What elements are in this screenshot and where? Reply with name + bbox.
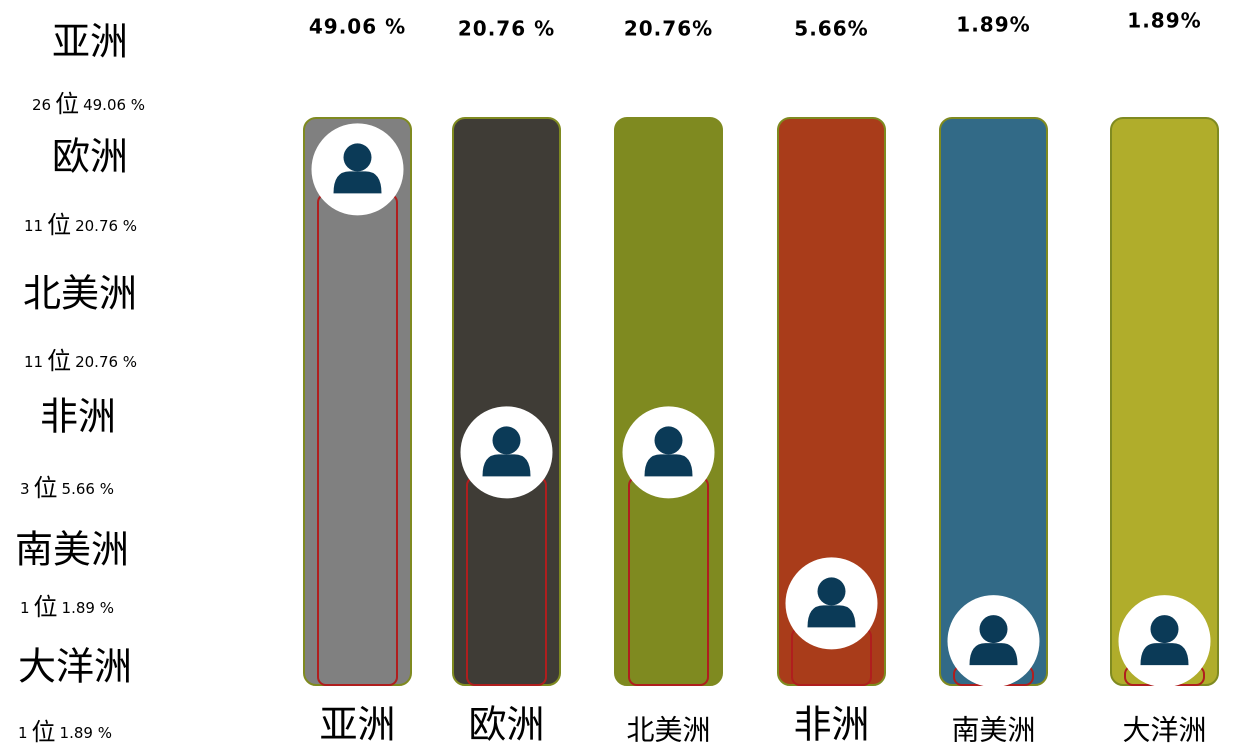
legend-detail: 11 位 20.76 % (24, 347, 137, 375)
legend-percent: 1.89 % (60, 724, 112, 742)
icon-head (817, 577, 846, 606)
legend-count: 1 (18, 724, 28, 742)
legend-unit: 位 (47, 347, 71, 375)
legend-percent: 49.06 % (83, 96, 145, 114)
person-icon (785, 557, 878, 650)
legend-name: 非洲 (40, 395, 116, 439)
icon-head (1150, 615, 1179, 644)
legend-count: 3 (20, 480, 30, 498)
value-label: 20.76% (624, 17, 713, 41)
legend-detail: 3 位 5.66 % (20, 474, 114, 502)
icon-head (979, 615, 1008, 644)
legend-name: 南美洲 (15, 528, 129, 572)
category-label: 北美洲 (626, 714, 710, 747)
value-label: 20.76 % (458, 17, 555, 41)
icon-head (654, 426, 683, 455)
icon-body (807, 605, 856, 628)
legend-name: 欧洲 (52, 135, 128, 179)
value-label: 1.89% (956, 13, 1030, 37)
legend-name: 亚洲 (52, 20, 128, 64)
category-label: 亚洲 (319, 703, 395, 747)
legend-unit: 位 (34, 474, 58, 502)
icon-body (482, 454, 531, 477)
legend-detail: 1 位 1.89 % (20, 593, 114, 621)
bar-background (452, 117, 561, 686)
person-icon (311, 123, 404, 216)
icon-body (644, 454, 693, 477)
legend-count: 11 (24, 353, 43, 371)
legend-percent: 1.89 % (62, 599, 114, 617)
icon-body (1140, 643, 1189, 666)
legend-count: 11 (24, 217, 43, 235)
category-label: 欧洲 (468, 703, 544, 747)
legend-name: 北美洲 (23, 272, 137, 316)
legend-unit: 位 (32, 718, 56, 746)
legend-percent: 20.76 % (75, 217, 137, 235)
legend-percent: 5.66 % (62, 480, 114, 498)
person-icon (622, 406, 715, 499)
legend-count: 26 (32, 96, 51, 114)
legend-count: 1 (20, 599, 30, 617)
legend-unit: 位 (47, 211, 71, 239)
icon-head (343, 143, 372, 172)
legend-percent: 20.76 % (75, 353, 137, 371)
icon-body (969, 643, 1018, 666)
category-label: 南美洲 (951, 714, 1035, 747)
legend-unit: 位 (55, 90, 79, 118)
legend-detail: 1 位 1.89 % (18, 718, 112, 746)
person-icon (460, 406, 553, 499)
legend-unit: 位 (34, 593, 58, 621)
category-label: 非洲 (793, 703, 869, 747)
icon-body (333, 171, 382, 194)
person-icon (1118, 595, 1211, 688)
legend-detail: 26 位 49.06 % (32, 90, 145, 118)
legend-name: 大洋洲 (18, 645, 132, 689)
value-label: 5.66% (794, 17, 868, 41)
bar-background (614, 117, 723, 686)
icon-head (492, 426, 521, 455)
legend-detail: 11 位 20.76 % (24, 211, 137, 239)
value-label: 1.89% (1127, 9, 1201, 33)
value-label: 49.06 % (309, 15, 406, 39)
category-label: 大洋洲 (1122, 714, 1206, 747)
person-icon (947, 595, 1040, 688)
